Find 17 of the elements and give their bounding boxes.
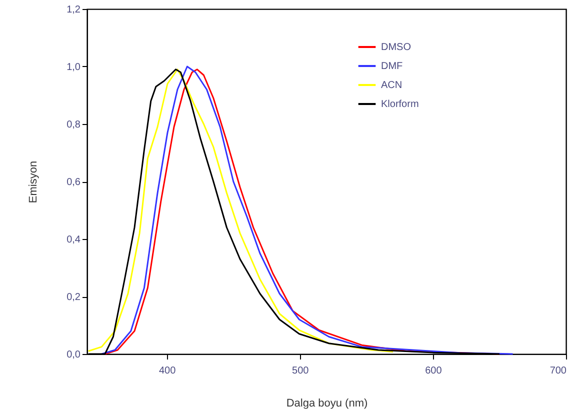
y-tick-label: 0,8: [66, 120, 81, 130]
x-tick-label: 500: [292, 366, 310, 376]
legend-label: ACN: [381, 80, 402, 91]
y-tick-label: 0,2: [66, 292, 81, 303]
y-tick-label: 0,6: [66, 177, 81, 188]
x-tick-label: 600: [425, 366, 442, 376]
y-tick-label: 0,0: [66, 350, 81, 360]
y-tick-label: 1,0: [66, 62, 81, 73]
y-tick-label: 0,4: [66, 234, 81, 246]
x-tick-label: 700: [550, 366, 567, 376]
y-tick-label: 1,2: [66, 4, 81, 16]
legend-label: Klorform: [381, 99, 419, 110]
legend-label: DMF: [381, 61, 403, 72]
x-axis-title: Dalga boyu (nm): [286, 398, 368, 410]
y-axis-title: Emisyon: [28, 160, 40, 204]
legend-label: DMSO: [381, 42, 412, 53]
x-tick-label: 400: [158, 366, 176, 376]
